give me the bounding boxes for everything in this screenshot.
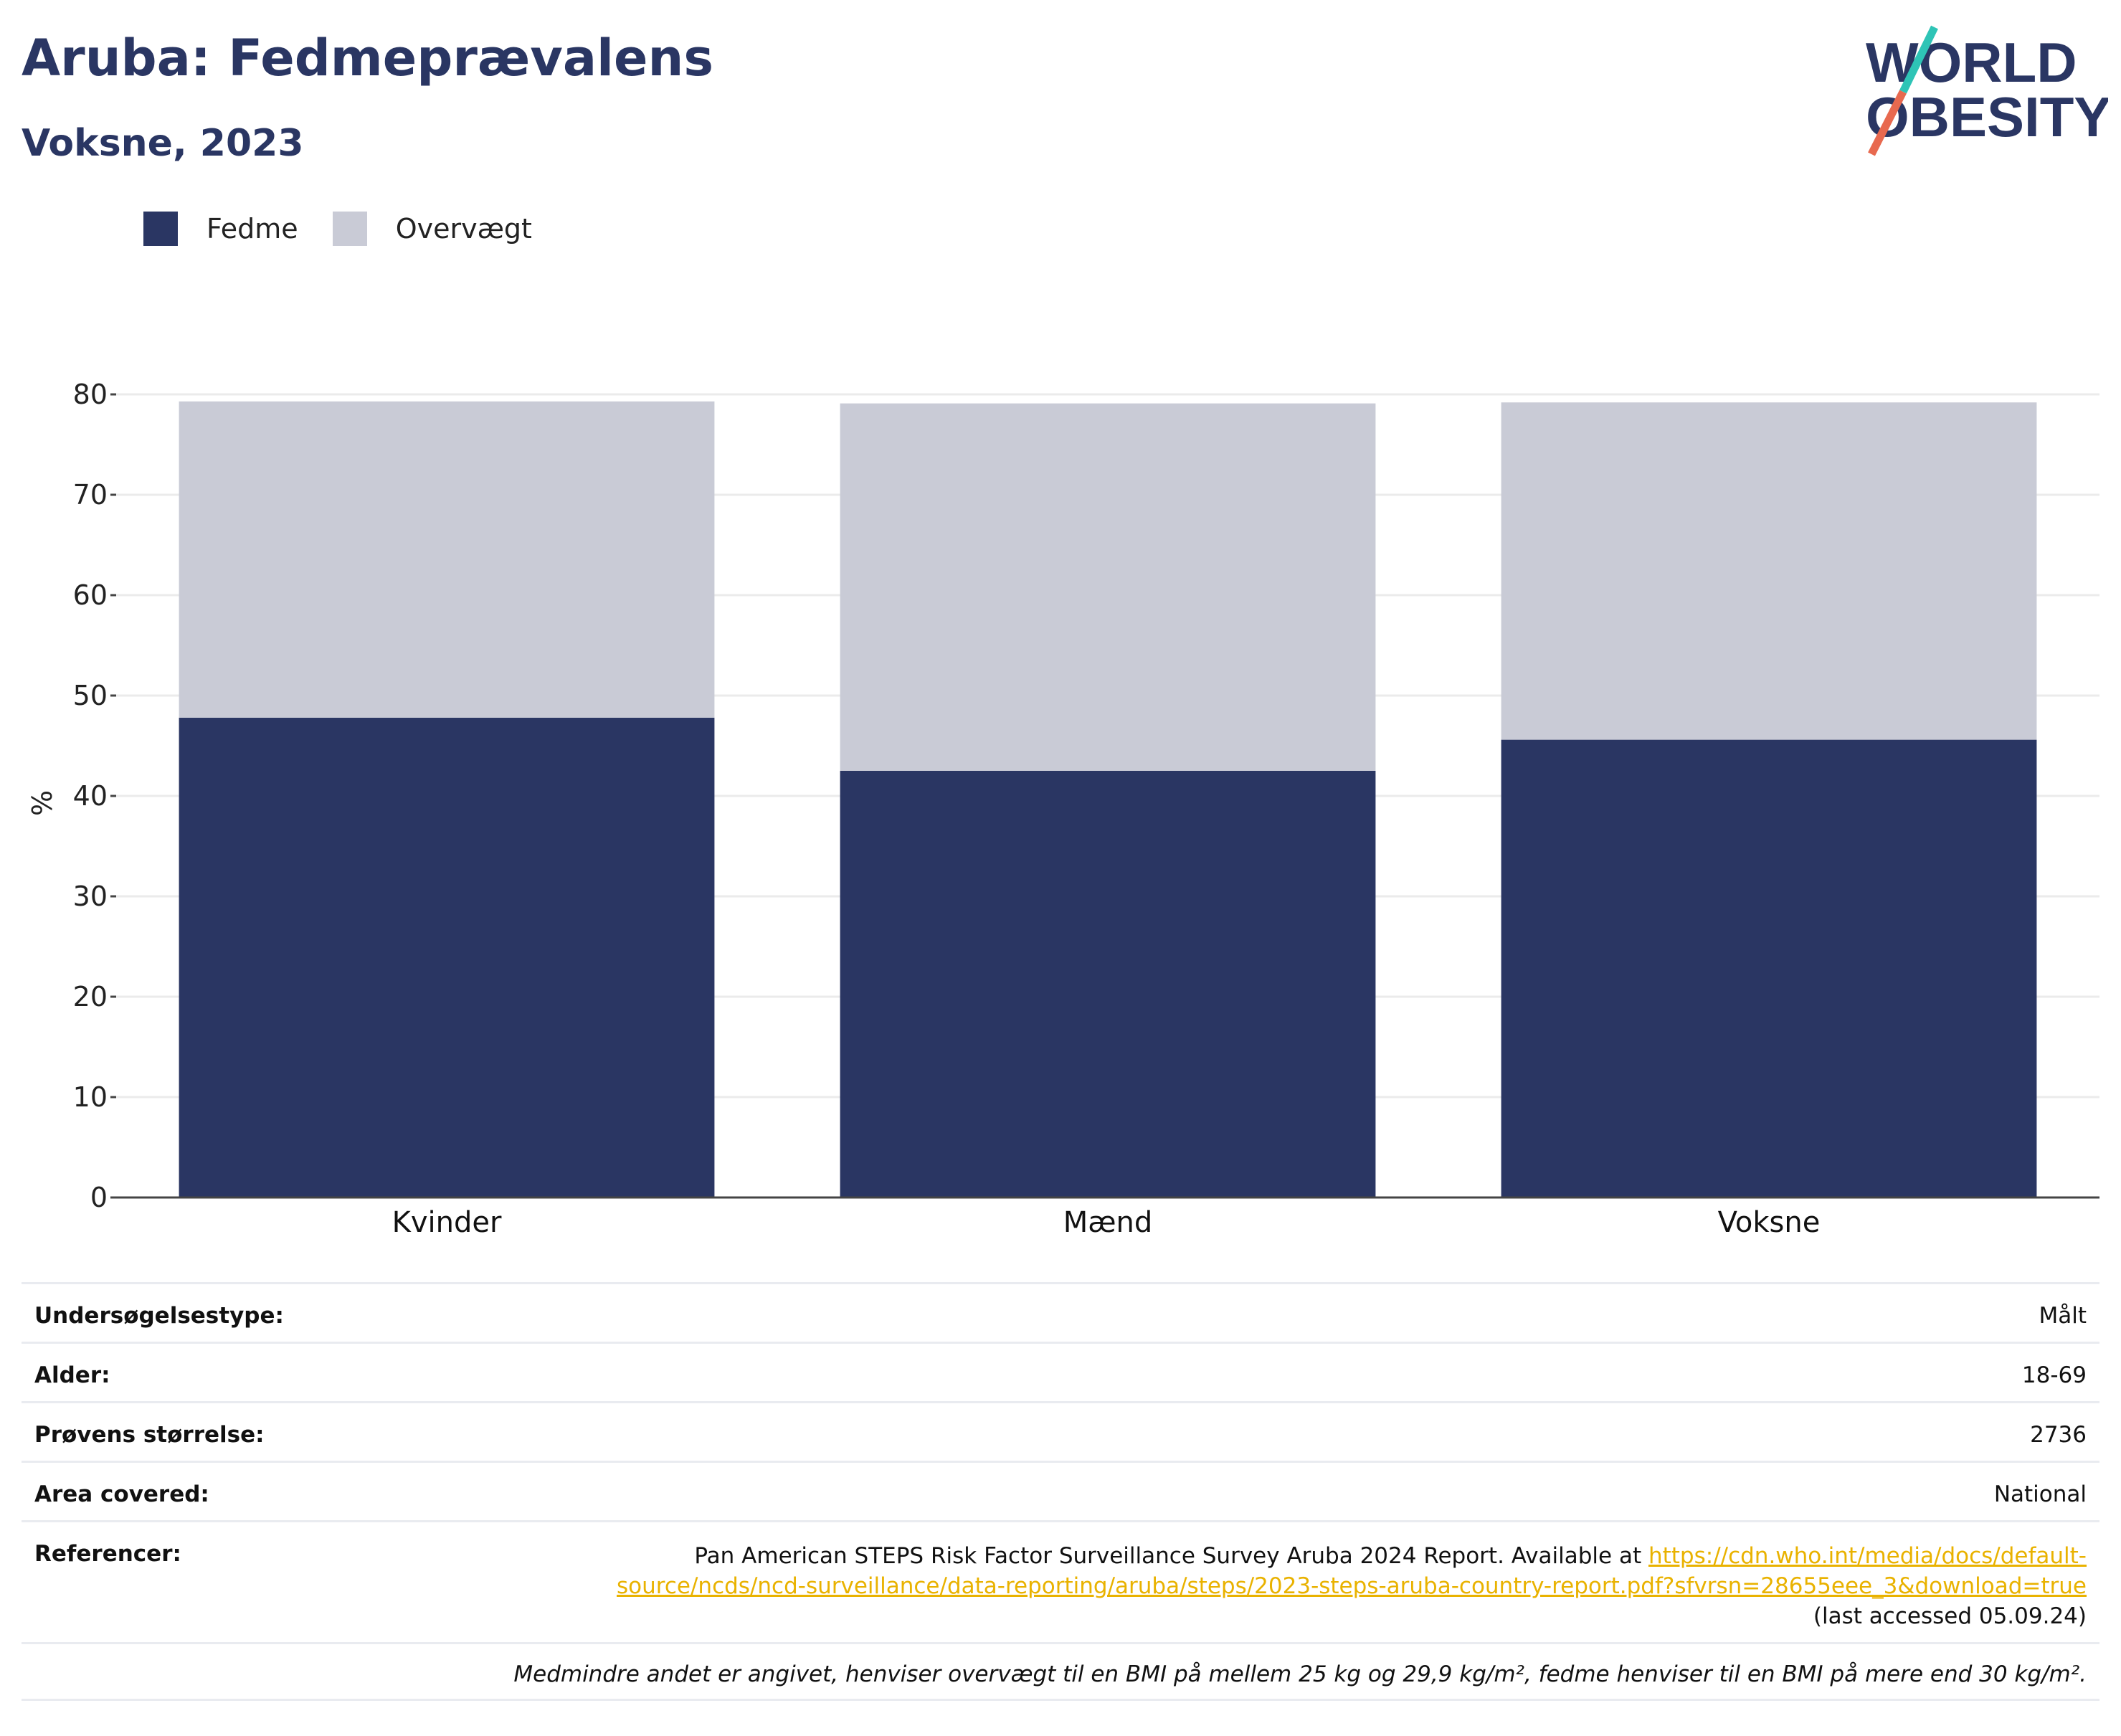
- survey-type-label: Undersøgelsestype:: [34, 1303, 284, 1329]
- bmi-footnote: Medmindre andet er angivet, henviser ove…: [22, 1642, 2099, 1701]
- y-tick-label-20: 20: [73, 981, 108, 1012]
- logo-line1: WORLD: [1866, 31, 2077, 94]
- legend-swatch-fedme: [143, 212, 178, 246]
- y-tick-label-40: 40: [73, 780, 108, 812]
- reference-link-part1[interactable]: https://cdn.who.int/media/docs/default-: [1648, 1543, 2087, 1569]
- area-label: Area covered:: [34, 1481, 209, 1507]
- info-row-sample-size: Prøvens størrelse: 2736: [22, 1401, 2099, 1461]
- info-row-survey-type: Undersøgelsestype: Målt: [22, 1282, 2099, 1342]
- y-tick-label-10: 10: [73, 1081, 108, 1113]
- info-row-area: Area covered: National: [22, 1461, 2099, 1520]
- y-tick-label-0: 0: [90, 1182, 108, 1213]
- legend-item-overvaegt[interactable]: Overvægt: [332, 212, 532, 246]
- sample-size-label: Prøvens størrelse:: [34, 1422, 265, 1448]
- legend-label-fedme: Fedme: [207, 213, 298, 245]
- world-obesity-logo: WORLD OBESITY: [1850, 22, 2111, 158]
- bar-fedme-0: [179, 717, 715, 1197]
- legend-label-overvaegt: Overvægt: [395, 213, 532, 245]
- reference-link-part2[interactable]: source/ncds/ncd-surveillance/data-report…: [617, 1573, 2087, 1599]
- chart-legend: Fedme Overvægt: [143, 212, 566, 246]
- reference-accessed: (last accessed 05.09.24): [1813, 1603, 2087, 1629]
- x-tick-label-1: Mænd: [1063, 1206, 1153, 1239]
- x-tick-label-0: Kvinder: [392, 1206, 502, 1239]
- page-subtitle: Voksne, 2023: [22, 122, 304, 165]
- sample-size-value: 2736: [2030, 1422, 2087, 1448]
- info-row-references: Referencer: Pan American STEPS Risk Fact…: [22, 1520, 2099, 1642]
- info-table: Undersøgelsestype: Målt Alder: 18-69 Prø…: [22, 1282, 2099, 1701]
- y-axis-label: %: [27, 790, 58, 816]
- survey-type-value: Målt: [2039, 1303, 2087, 1329]
- age-label: Alder:: [34, 1362, 110, 1388]
- bar-overvægt-0: [179, 401, 715, 718]
- age-value: 18-69: [2021, 1362, 2087, 1388]
- page-title: Aruba: Fedmeprævalens: [22, 29, 714, 87]
- y-tick-label-80: 80: [73, 379, 108, 410]
- area-value: National: [1993, 1481, 2087, 1507]
- logo-slash-coral: [1868, 90, 1907, 156]
- logo-line2: OBESITY: [1866, 85, 2108, 148]
- references-label: Referencer:: [34, 1541, 181, 1567]
- y-tick-label-30: 30: [73, 881, 108, 912]
- logo-slash-teal: [1899, 25, 1938, 94]
- x-tick-label-2: Voksne: [1718, 1206, 1821, 1239]
- references-value: Pan American STEPS Risk Factor Surveilla…: [617, 1541, 2087, 1642]
- info-row-age: Alder: 18-69: [22, 1342, 2099, 1401]
- reference-text: Pan American STEPS Risk Factor Surveilla…: [694, 1543, 1648, 1569]
- bar-overvægt-1: [840, 403, 1376, 771]
- bar-chart-svg: 0 10 20 30 40 50 60 70 80 Kvinder Mænd Voksne%: [27, 379, 2099, 1239]
- bar-overvægt-2: [1501, 402, 2037, 740]
- bar-fedme-2: [1501, 739, 2037, 1197]
- legend-item-fedme[interactable]: Fedme: [143, 212, 298, 246]
- y-tick-label-50: 50: [73, 680, 108, 711]
- legend-swatch-overvaegt: [332, 212, 367, 246]
- bar-fedme-1: [840, 771, 1376, 1197]
- y-tick-label-70: 70: [73, 479, 108, 511]
- y-tick-label-60: 60: [73, 579, 108, 611]
- bar-chart: 0 10 20 30 40 50 60 70 80 Kvinder Mænd Voksne%: [0, 359, 2121, 1262]
